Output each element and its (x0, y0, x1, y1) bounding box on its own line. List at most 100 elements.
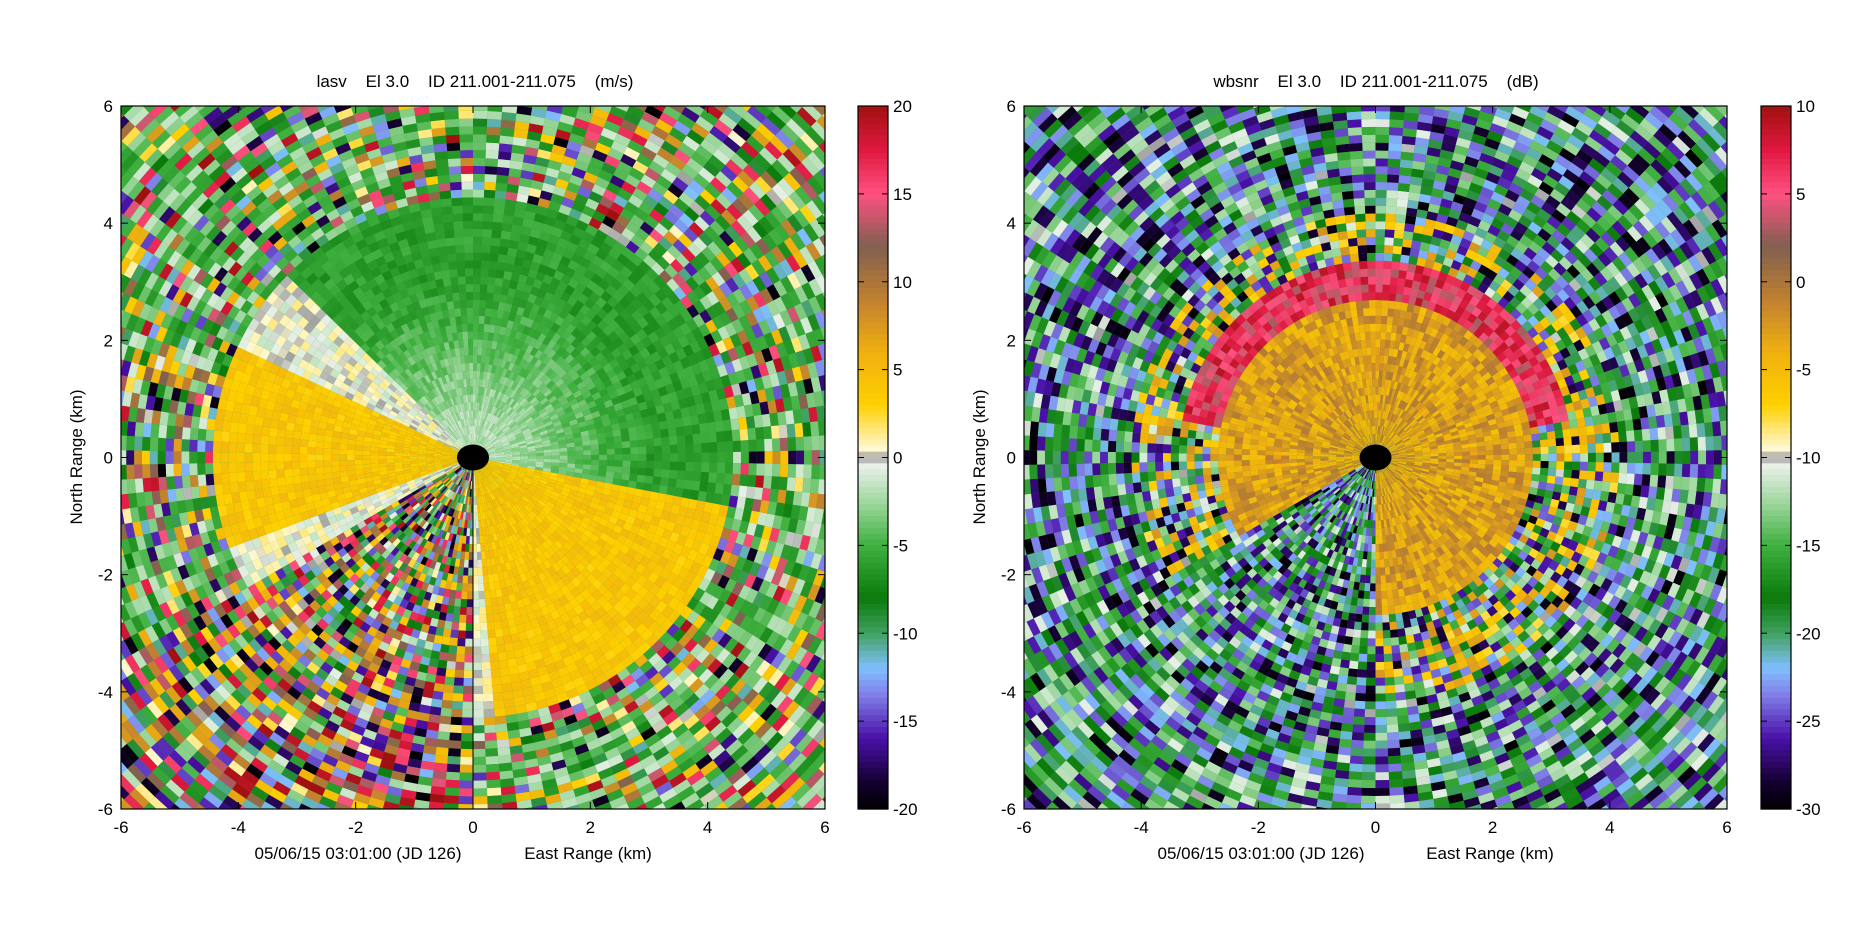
radar-cell (354, 578, 365, 589)
radar-cell (375, 0, 396, 3)
radar-cell (36, 521, 47, 540)
radar-cell (473, 16, 491, 24)
radar-cell (5, 525, 16, 546)
radar-cell (363, 695, 378, 707)
radar-cell (355, 557, 366, 568)
radar-cell (256, 702, 273, 717)
radar-cell (142, 422, 152, 438)
radar-cell (8, 349, 20, 370)
radar-cell (455, 468, 462, 475)
radar-cell (421, 565, 430, 575)
radar-cell (359, 572, 370, 583)
radar-cell (447, 507, 453, 517)
radar-cell (221, 679, 237, 695)
radar-cell (473, 268, 481, 277)
radar-cell (446, 245, 456, 255)
radar-cell (431, 526, 438, 536)
radar-cell (87, 417, 96, 434)
radar-cell (454, 467, 462, 474)
radar-cell (452, 613, 460, 623)
radar-cell (129, 691, 147, 711)
radar-cell (339, 787, 357, 800)
radar-cell (456, 260, 466, 269)
radar-cell (67, 606, 81, 626)
radar-cell (66, 249, 81, 269)
radar-cell (232, 50, 253, 66)
radar-cell (470, 394, 473, 403)
radar-cell (447, 524, 453, 533)
radar-cell (425, 673, 437, 683)
radar-cell (268, 461, 277, 471)
radar-cell (86, 333, 98, 351)
radar-cell (25, 314, 38, 335)
radar-cell (437, 874, 455, 883)
radar-cell (484, 166, 498, 175)
radar-cell (189, 810, 209, 828)
radar-cell (359, 582, 371, 594)
radar-cell (168, 726, 186, 745)
radar-cell (455, 24, 473, 32)
radar-cell (436, 619, 446, 629)
radar-cell (484, 181, 497, 191)
radar-cell (40, 680, 57, 702)
radar-cell (394, 550, 404, 560)
radar-cell (273, 664, 288, 679)
radar-cell (287, 32, 308, 47)
radar-cell (278, 613, 292, 627)
radar-cell (499, 135, 514, 145)
radar-cell (189, 88, 209, 106)
radar-cell (315, 447, 324, 455)
radar-cell (85, 723, 103, 744)
radar-cell (402, 35, 421, 45)
radar-cell (346, 449, 355, 456)
radar-cell (432, 263, 442, 273)
radar-cell (466, 528, 471, 537)
radar-cell (220, 628, 235, 644)
radar-cell (84, 748, 103, 769)
radar-cell (362, 650, 375, 663)
radar-cell (324, 720, 340, 733)
radar-cell (466, 307, 473, 316)
radar-cell (133, 758, 152, 778)
radar-cell (480, 260, 490, 269)
radar-cell (1, 546, 13, 567)
radar-cell (127, 714, 145, 734)
radar-cell (294, 720, 310, 734)
radar-cell (422, 501, 430, 510)
radar-cell (469, 544, 473, 553)
radar-cell (418, 572, 427, 583)
radar-cell (421, 864, 439, 874)
radar-cell (456, 40, 473, 48)
radar-cell (436, 511, 443, 520)
radar-cell (468, 504, 472, 513)
radar-cell (121, 700, 134, 720)
radar-cell (455, 16, 473, 24)
radar-cell (431, 585, 440, 595)
radar-cell (331, 448, 340, 455)
radar-cell (463, 670, 473, 679)
radar-cell (121, 773, 122, 775)
radar-cell (204, 77, 224, 94)
radar-cell (314, 594, 327, 607)
radar-cell (407, 758, 422, 769)
radar-cell (174, 721, 192, 739)
radar-cell (8, 428, 17, 448)
radar-cell (400, 535, 410, 544)
radar-cell (378, 623, 389, 635)
radar-cell (320, 600, 333, 613)
radar-cell (275, 461, 285, 470)
radar-cell (497, 158, 511, 169)
radar-cell (352, 53, 371, 65)
radar-cell (190, 667, 206, 684)
radar-cell (260, 435, 270, 445)
radar-cell (254, 488, 264, 499)
radar-cell (52, 652, 68, 673)
radar-cell (426, 183, 440, 194)
radar-cell (469, 378, 473, 387)
radar-cell (43, 557, 55, 577)
radar-cell (177, 676, 194, 694)
radar-cell (291, 446, 300, 454)
radar-cell (16, 429, 25, 448)
radar-cell (260, 62, 280, 77)
radar-cell (439, 485, 447, 492)
